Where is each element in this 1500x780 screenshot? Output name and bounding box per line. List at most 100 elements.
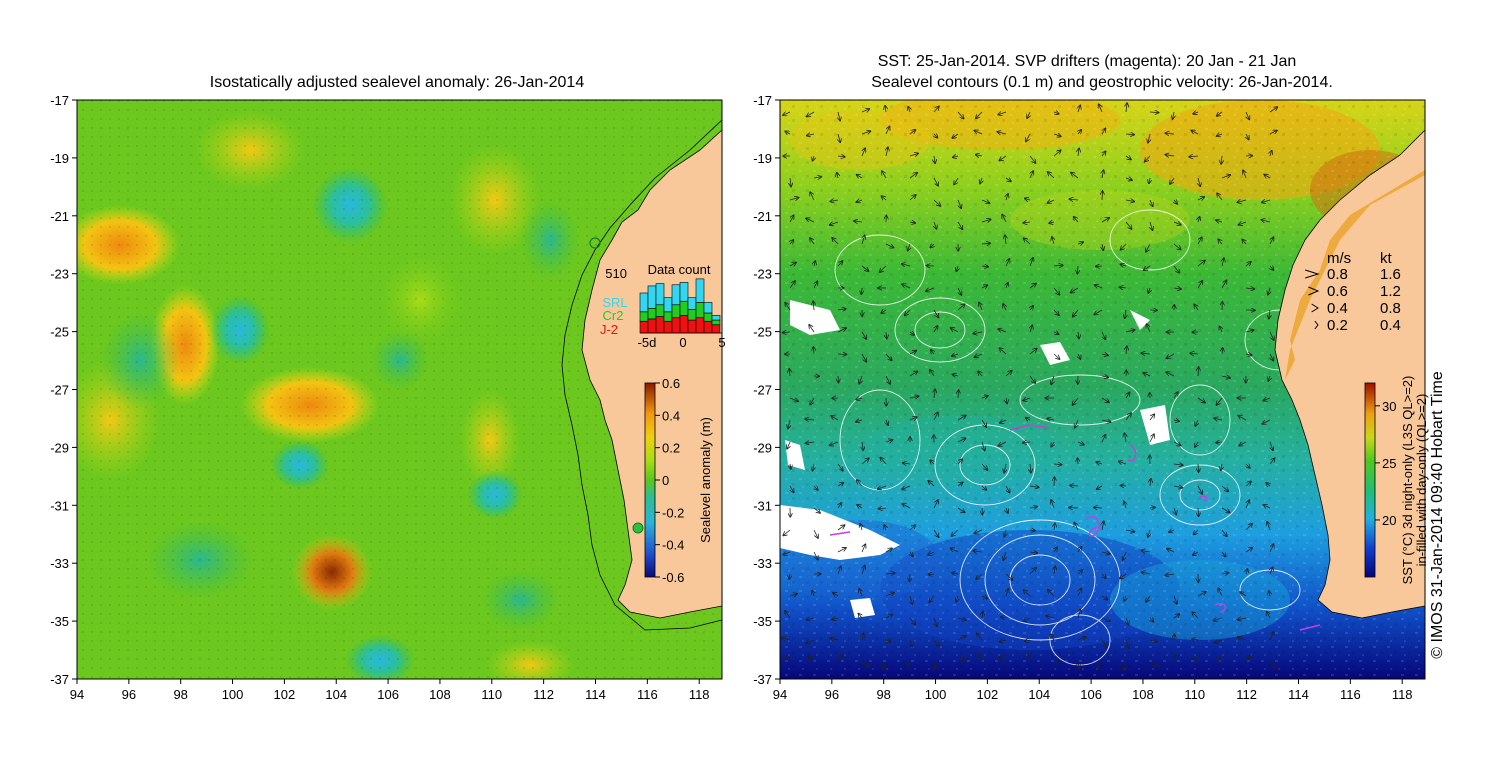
velocity-arrow	[1197, 485, 1202, 494]
data-count-bar-srl	[647, 285, 657, 309]
velocity-arrow	[1149, 640, 1157, 642]
velocity-arrow	[1028, 655, 1030, 663]
velocity-arrow	[1269, 591, 1270, 597]
velocity-arrow	[1213, 618, 1223, 621]
velocity-arrow	[1242, 239, 1246, 245]
velocity-arrow	[1077, 637, 1086, 640]
velocity-arrow	[882, 171, 887, 179]
velocity-arrow	[1001, 617, 1007, 618]
velocity-arrow	[933, 106, 939, 113]
velocity-arrow	[1126, 639, 1129, 648]
velocity-arrow	[909, 396, 919, 398]
velocity-arrow	[1144, 265, 1151, 270]
velocity-arrow	[1245, 330, 1254, 332]
velocity-arrow	[1173, 442, 1181, 446]
velocity-arrow	[1245, 262, 1251, 267]
velocity-arrow	[885, 573, 895, 574]
velocity-arrow	[837, 309, 846, 310]
velocity-arrow	[1125, 134, 1134, 135]
velocity-arrow	[1074, 523, 1079, 531]
velocity-arrow	[1237, 200, 1247, 202]
velocity-arrow	[1269, 130, 1277, 134]
velocity-arrow	[1149, 507, 1155, 508]
velocity-arrow	[1221, 463, 1222, 470]
velocity-arrow	[1029, 283, 1036, 289]
velocity-arrow	[1126, 392, 1130, 399]
velocity-arrow	[1219, 326, 1222, 333]
velocity-arrow	[1149, 112, 1159, 113]
velocity-arrow	[1030, 306, 1033, 310]
velocity-arrow	[934, 155, 935, 163]
right-panel-title-line2: Sealevel contours (0.1 m) and geostrophi…	[871, 74, 1333, 91]
velocity-arrow	[910, 552, 913, 556]
velocity-arrow	[1145, 155, 1151, 162]
velocity-arrow	[1166, 353, 1175, 358]
velocity-arrow	[837, 261, 843, 267]
velocity-arrow	[1120, 573, 1127, 579]
velocity-legend-arrow	[1305, 269, 1320, 279]
y-tick-label: -17	[753, 93, 772, 108]
velocity-arrow	[861, 331, 866, 339]
velocity-arrow	[1078, 609, 1080, 619]
velocity-arrow	[812, 463, 814, 471]
velocity-arrow	[1071, 173, 1079, 179]
velocity-arrow	[1174, 595, 1177, 604]
velocity-arrow	[1006, 259, 1010, 267]
data-count-bar-j2	[679, 315, 689, 334]
x-tick-label: 94	[70, 687, 84, 702]
velocity-legend-kt: 0.8	[1380, 300, 1401, 317]
velocity-arrow	[808, 656, 815, 663]
velocity-arrow	[859, 589, 862, 597]
velocity-arrow	[856, 175, 863, 178]
velocity-arrow	[1005, 573, 1013, 580]
velocity-arrow	[838, 133, 840, 142]
velocity-arrow	[861, 287, 862, 294]
velocity-arrow	[1052, 237, 1054, 245]
sla-colorbar-ramp	[644, 382, 656, 578]
velocity-arrow	[1150, 479, 1151, 487]
velocity-arrow	[1027, 111, 1030, 118]
velocity-arrow	[974, 354, 983, 357]
velocity-arrow	[902, 264, 911, 266]
data-count-bar-j2	[711, 324, 721, 334]
y-tick-label: -25	[50, 325, 69, 340]
velocity-arrow	[861, 109, 869, 112]
velocity-arrow	[862, 633, 863, 641]
velocity-arrow	[1124, 433, 1126, 443]
velocity-arrow	[1198, 177, 1200, 186]
velocity-legend-arrow	[1311, 303, 1319, 313]
velocity-arrow	[909, 351, 916, 354]
velocity-arrow	[1029, 155, 1036, 163]
velocity-arrow	[1194, 304, 1198, 311]
velocity-arrow	[806, 111, 815, 117]
velocity-arrow	[837, 483, 844, 486]
velocity-arrow	[805, 419, 815, 420]
velocity-arrow	[951, 529, 959, 536]
data-count-bar-srl	[671, 284, 681, 306]
velocity-arrow	[1121, 243, 1127, 250]
velocity-arrow	[1269, 331, 1274, 340]
velocity-arrow	[1053, 134, 1061, 136]
velocity-arrow	[1120, 264, 1127, 266]
y-tick-label: -21	[753, 209, 772, 224]
velocity-arrow	[1189, 156, 1199, 157]
velocity-arrow	[1026, 418, 1030, 420]
sst-cb-tick-label: 25	[1382, 456, 1396, 471]
velocity-arrow	[1174, 634, 1175, 641]
velocity-arrow	[1099, 104, 1102, 113]
velocity-arrow	[1005, 485, 1010, 493]
velocity-arrow	[883, 661, 886, 669]
data-count-bar-j2	[655, 316, 665, 334]
velocity-arrow	[886, 419, 888, 425]
velocity-arrow	[1030, 463, 1031, 473]
right-x-axis: 94 96 98 100 102 104 106 108 110 112 114 116 118	[773, 679, 1413, 702]
velocity-arrow	[1222, 258, 1224, 267]
velocity-arrow	[909, 417, 917, 420]
velocity-arrow	[1198, 367, 1199, 377]
x-tick-label: 100	[925, 687, 947, 702]
velocity-arrow	[999, 155, 1007, 161]
velocity-arrow	[813, 551, 818, 560]
velocity-arrow	[1270, 266, 1274, 270]
velocity-arrow	[979, 653, 982, 663]
x-tick-label: 112	[1236, 687, 1257, 702]
